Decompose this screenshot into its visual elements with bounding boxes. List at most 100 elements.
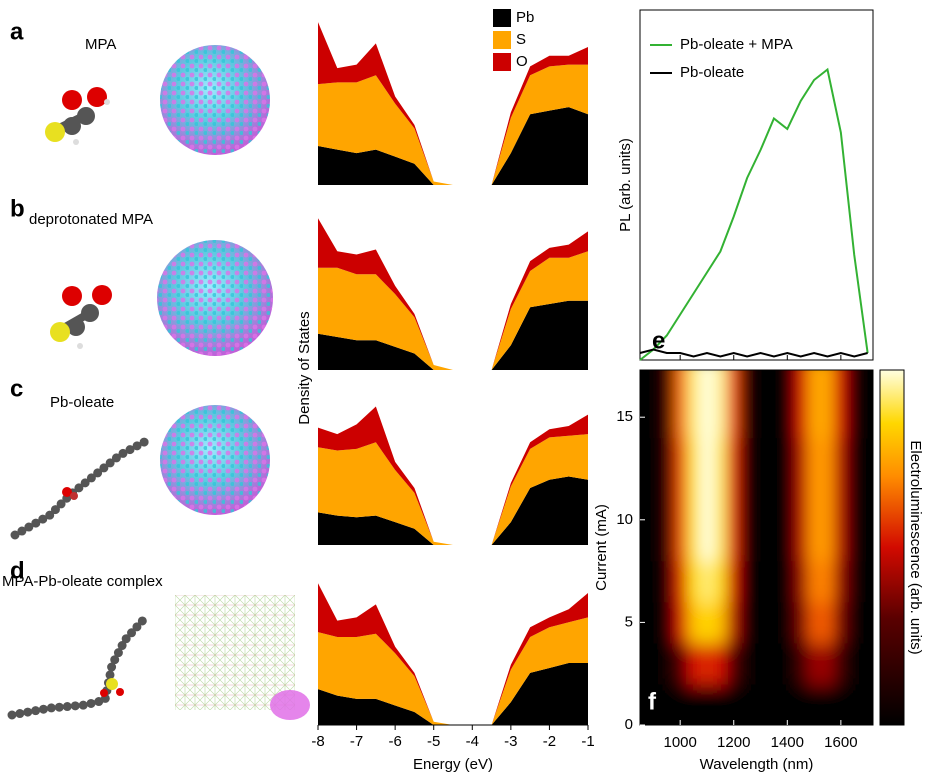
heatmap-cell bbox=[781, 602, 795, 644]
nanocrystal bbox=[157, 45, 310, 720]
heatmap-cell bbox=[727, 397, 741, 439]
x-tick-label: -3 bbox=[504, 733, 517, 750]
heatmap-cell bbox=[700, 643, 714, 685]
heatmap-cell bbox=[767, 561, 781, 603]
heatmap-cell bbox=[660, 684, 674, 726]
heatmap-cell bbox=[673, 438, 687, 480]
heatmap-cell bbox=[794, 602, 808, 644]
heatmap-cell bbox=[727, 356, 741, 398]
heatmap-cell bbox=[754, 479, 768, 521]
heatmap-cell bbox=[740, 438, 754, 480]
heatmap-cell bbox=[687, 397, 701, 439]
heatmap-cell bbox=[781, 684, 795, 726]
heatmap-cell bbox=[660, 397, 674, 439]
legend-label: S bbox=[516, 31, 526, 48]
heatmap-cell bbox=[673, 397, 687, 439]
heatmap-cell bbox=[714, 356, 728, 398]
heatmap-cell bbox=[673, 479, 687, 521]
heatmap-cell bbox=[673, 643, 687, 685]
molecule bbox=[12, 618, 145, 715]
heatmap-cell bbox=[781, 479, 795, 521]
legend-swatch bbox=[493, 31, 511, 49]
heatmap-cell bbox=[687, 561, 701, 603]
heatmap-cell bbox=[767, 438, 781, 480]
x-axis-label: Wavelength (nm) bbox=[700, 756, 814, 773]
heatmap-cell bbox=[740, 397, 754, 439]
heatmap-cell bbox=[794, 479, 808, 521]
heatmap-cell bbox=[767, 356, 781, 398]
heatmap-cell bbox=[700, 356, 714, 398]
heatmap-cell bbox=[727, 602, 741, 644]
heatmap-cell bbox=[821, 561, 835, 603]
heatmap-cell bbox=[754, 520, 768, 562]
heatmap-cell bbox=[714, 520, 728, 562]
heatmap-cell bbox=[687, 479, 701, 521]
molecule-atom bbox=[100, 689, 108, 697]
legend-swatch bbox=[493, 9, 511, 27]
heatmap-cell bbox=[754, 356, 768, 398]
heatmap-cell bbox=[700, 479, 714, 521]
heatmap-cell bbox=[673, 520, 687, 562]
legend-label: Pb-oleate bbox=[680, 64, 744, 81]
x-tick-label: 1600 bbox=[824, 734, 857, 751]
x-tick-label: -4 bbox=[466, 733, 479, 750]
heatmap-cell bbox=[647, 438, 661, 480]
heatmap-cell bbox=[660, 602, 674, 644]
x-tick-label: -6 bbox=[388, 733, 401, 750]
heatmap-cell bbox=[821, 602, 835, 644]
heatmap-cell bbox=[700, 561, 714, 603]
heatmap-cell bbox=[714, 684, 728, 726]
heatmap-cell bbox=[821, 479, 835, 521]
heatmap-cell bbox=[687, 520, 701, 562]
legend-label: Pb-oleate + MPA bbox=[680, 36, 793, 53]
molecule bbox=[50, 285, 112, 349]
heatmap-cell bbox=[848, 561, 862, 603]
x-tick-label: -1 bbox=[581, 733, 594, 750]
heatmap-cell bbox=[781, 438, 795, 480]
heatmap-cell bbox=[700, 684, 714, 726]
panel-label: Pb-oleate bbox=[50, 394, 114, 411]
heatmap-cell bbox=[807, 356, 821, 398]
heatmap-cell bbox=[740, 479, 754, 521]
heatmap-cell bbox=[687, 643, 701, 685]
heatmap-cell bbox=[807, 520, 821, 562]
heatmap-cell bbox=[767, 479, 781, 521]
heatmap-cell bbox=[727, 561, 741, 603]
molecule-atom bbox=[116, 688, 124, 696]
heatmap-cell bbox=[700, 397, 714, 439]
heatmap-cell bbox=[821, 397, 835, 439]
heatmap-cell bbox=[767, 520, 781, 562]
heatmap-cell bbox=[848, 643, 862, 685]
heatmap-cell bbox=[647, 397, 661, 439]
y-tick-label: 5 bbox=[625, 613, 633, 630]
heatmap-cell bbox=[848, 479, 862, 521]
heatmap-cell bbox=[781, 397, 795, 439]
heatmap-cell bbox=[807, 479, 821, 521]
molecule bbox=[45, 87, 110, 145]
heatmap-cell bbox=[848, 356, 862, 398]
heatmap-cell bbox=[740, 602, 754, 644]
panel-letter: e bbox=[652, 327, 665, 354]
heatmap-cell bbox=[714, 561, 728, 603]
panel-label: MPA bbox=[85, 36, 116, 53]
line bbox=[640, 350, 868, 357]
heatmap-cell bbox=[807, 561, 821, 603]
x-tick-label: 1200 bbox=[717, 734, 750, 751]
heatmap-cell bbox=[673, 356, 687, 398]
heatmap-cell bbox=[821, 438, 835, 480]
heatmap-cell bbox=[794, 684, 808, 726]
y-tick-label: 10 bbox=[616, 511, 633, 528]
heatmap-cell bbox=[848, 684, 862, 726]
heatmap-cell bbox=[700, 602, 714, 644]
heatmap-cell bbox=[727, 684, 741, 726]
heatmap-cell bbox=[794, 520, 808, 562]
heatmap-cell bbox=[647, 561, 661, 603]
x-tick-label: 1400 bbox=[771, 734, 804, 751]
heatmap-cell bbox=[821, 356, 835, 398]
heatmap-cell bbox=[834, 479, 848, 521]
colorbar-label: Electroluminescence (arb. units) bbox=[907, 440, 924, 654]
heatmap-cell bbox=[794, 561, 808, 603]
heatmap-cell bbox=[700, 520, 714, 562]
panel-letter: a bbox=[10, 18, 24, 45]
heatmap-cell bbox=[727, 479, 741, 521]
